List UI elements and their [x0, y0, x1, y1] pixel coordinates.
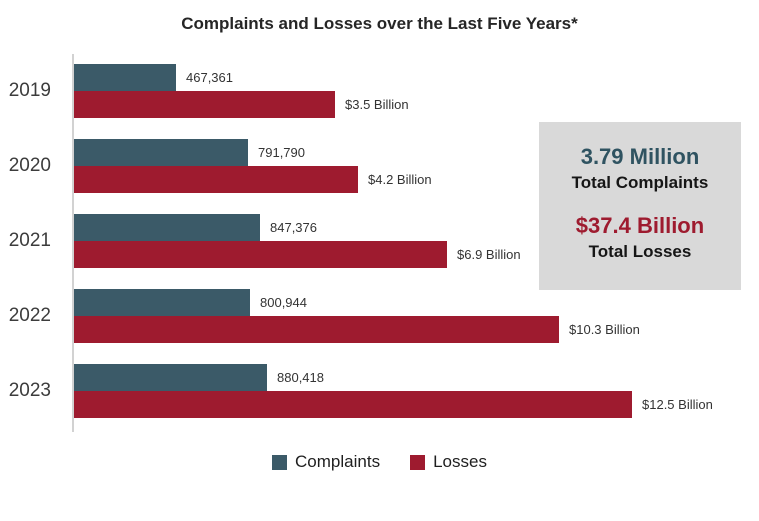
- complaints-value-label: 467,361: [186, 70, 233, 85]
- year-bars: 880,418 $12.5 Billion: [74, 364, 713, 418]
- year-group: 2019 467,361 $3.5 Billion: [9, 64, 759, 118]
- complaints-value-label: 880,418: [277, 370, 324, 385]
- complaints-bar-line: 800,944: [74, 289, 640, 316]
- year-group: 2022 800,944 $10.3 Billion: [9, 289, 759, 343]
- losses-bar: [74, 241, 447, 268]
- year-label: 2020: [8, 155, 51, 176]
- losses-value-label: $10.3 Billion: [569, 322, 640, 337]
- complaints-bar-line: 467,361: [74, 64, 409, 91]
- losses-bar-line: $6.9 Billion: [74, 241, 521, 268]
- losses-bar-line: $4.2 Billion: [74, 166, 432, 193]
- bar-chart: 2019 467,361 $3.5 Billion 2020 791,790 $…: [9, 54, 759, 432]
- losses-bar: [74, 166, 358, 193]
- losses-bar-line: $12.5 Billion: [74, 391, 713, 418]
- legend-swatch-complaints: [272, 454, 288, 470]
- complaints-bar-line: 880,418: [74, 364, 713, 391]
- total-losses-value: $37.4 Billion: [575, 213, 705, 238]
- year-label: 2019: [8, 80, 51, 101]
- losses-value-label: $6.9 Billion: [457, 247, 521, 262]
- total-complaints-label: Total Complaints: [571, 173, 709, 192]
- complaints-bar: [74, 139, 248, 166]
- legend-label: Complaints: [295, 452, 381, 471]
- year-bars: 791,790 $4.2 Billion: [74, 139, 432, 193]
- losses-value-label: $12.5 Billion: [642, 397, 713, 412]
- year-group: 2023 880,418 $12.5 Billion: [9, 364, 759, 418]
- legend-item-losses: Losses: [410, 452, 487, 472]
- year-label: 2023: [8, 380, 51, 401]
- year-bars: 800,944 $10.3 Billion: [74, 289, 640, 343]
- total-losses-label: Total Losses: [588, 242, 692, 261]
- losses-bar-line: $10.3 Billion: [74, 316, 640, 343]
- chart-page: Complaints and Losses over the Last Five…: [0, 14, 759, 521]
- legend-item-complaints: Complaints: [272, 452, 380, 472]
- complaints-value-label: 847,376: [270, 220, 317, 235]
- total-complaints-value: 3.79 Million: [580, 144, 700, 169]
- year-group: 2021 847,376 $6.9 Billion: [9, 214, 759, 268]
- year-bars: 847,376 $6.9 Billion: [74, 214, 521, 268]
- complaints-bar: [74, 214, 260, 241]
- year-group: 2020 791,790 $4.2 Billion: [9, 139, 759, 193]
- chart-title: Complaints and Losses over the Last Five…: [181, 14, 578, 33]
- summary-box: 3.79 Million Total Complaints $37.4 Bill…: [539, 122, 741, 290]
- legend-swatch-losses: [410, 454, 426, 470]
- chart-rows: 2019 467,361 $3.5 Billion 2020 791,790 $…: [9, 54, 759, 432]
- chart-legend: Complaints Losses: [0, 452, 759, 472]
- losses-bar-line: $3.5 Billion: [74, 91, 409, 118]
- losses-value-label: $4.2 Billion: [368, 172, 432, 187]
- complaints-value-label: 800,944: [260, 295, 307, 310]
- year-bars: 467,361 $3.5 Billion: [74, 64, 409, 118]
- year-label: 2021: [8, 230, 51, 251]
- complaints-bar: [74, 289, 250, 316]
- losses-bar: [74, 91, 335, 118]
- complaints-bar-line: 791,790: [74, 139, 432, 166]
- complaints-bar: [74, 64, 176, 91]
- losses-bar: [74, 316, 559, 343]
- legend-label: Losses: [433, 452, 487, 471]
- losses-value-label: $3.5 Billion: [345, 97, 409, 112]
- complaints-bar-line: 847,376: [74, 214, 521, 241]
- year-label: 2022: [8, 305, 51, 326]
- complaints-bar: [74, 364, 267, 391]
- complaints-value-label: 791,790: [258, 145, 305, 160]
- losses-bar: [74, 391, 632, 418]
